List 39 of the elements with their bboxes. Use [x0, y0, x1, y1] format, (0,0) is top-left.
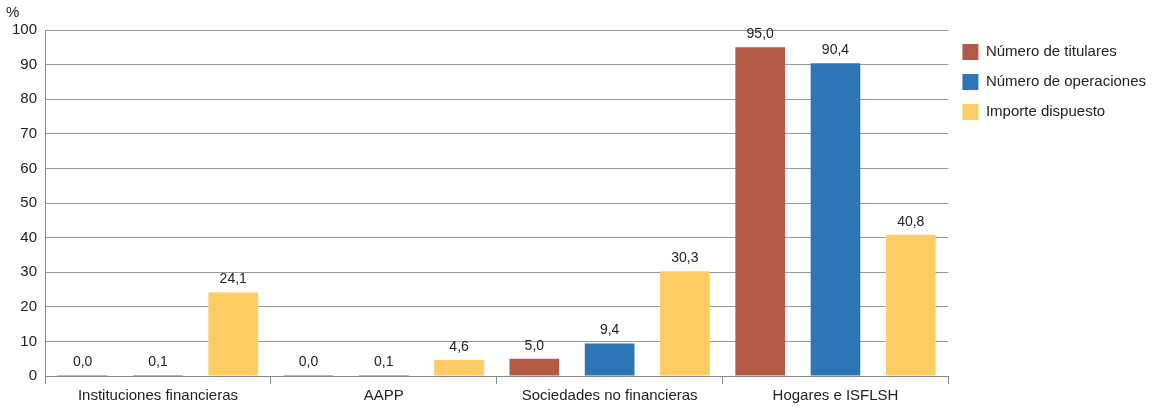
y-tick-label: 80	[20, 89, 38, 107]
y-tick-label: 90	[20, 54, 38, 72]
y-tick-label: 10	[20, 331, 38, 349]
data-label: 90,4	[821, 41, 850, 58]
x-tick-label: Sociedades no financieras	[521, 386, 698, 404]
legend-label: Importe dispuesto	[985, 102, 1106, 120]
y-tick-label: 30	[20, 262, 38, 280]
data-label: 24,1	[219, 270, 248, 287]
data-label: 4,6	[449, 337, 470, 354]
data-label: 40,8	[897, 212, 925, 229]
y-tick-label: 100	[12, 20, 38, 38]
x-tick-label: Hogares e ISFLSH	[772, 386, 899, 404]
bar	[509, 358, 560, 376]
y-tick-label: 40	[20, 227, 38, 245]
y-tick-label: 50	[20, 193, 38, 211]
bar	[810, 63, 861, 376]
y-tick-label: 70	[20, 123, 38, 141]
data-label: 30,3	[671, 249, 699, 266]
data-label: 0,0	[72, 352, 93, 369]
data-label: 5,0	[524, 336, 545, 353]
bar	[434, 360, 484, 376]
data-label: 0,0	[298, 352, 319, 369]
bar	[660, 271, 710, 376]
data-label: 95,0	[746, 25, 775, 42]
y-tick-label: 0	[28, 366, 38, 384]
y-tick-label: 20	[20, 296, 38, 314]
y-axis-title: %	[6, 2, 20, 20]
bar	[584, 343, 635, 376]
data-label: 0,1	[148, 352, 168, 369]
x-tick-label: Instituciones financieras	[77, 386, 238, 404]
legend-label: Número de titulares	[985, 42, 1117, 60]
data-label: 0,1	[374, 352, 394, 369]
legend-label: Número de operaciones	[985, 72, 1146, 90]
bar	[208, 292, 259, 376]
x-tick-label: AAPP	[363, 386, 404, 404]
bar	[735, 47, 786, 376]
y-tick-label: 60	[20, 158, 38, 176]
bar	[885, 234, 936, 376]
data-label: 9,4	[599, 321, 620, 338]
